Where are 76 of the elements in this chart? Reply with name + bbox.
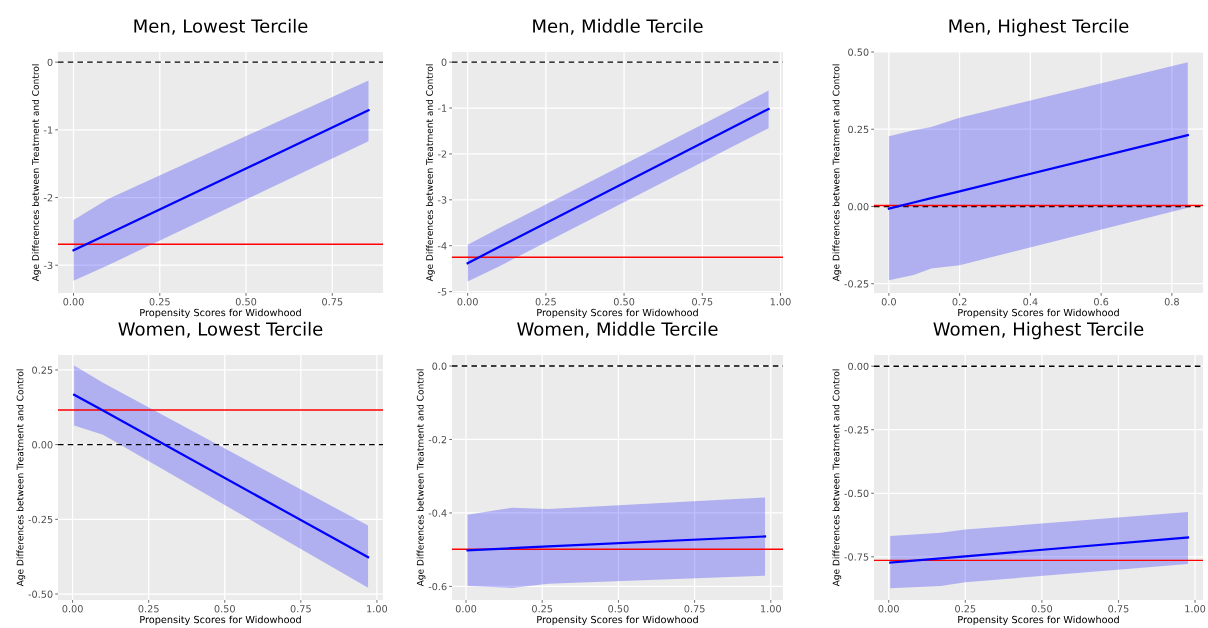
y-axis-title: Age Differences between Treatment and Control <box>31 64 41 282</box>
x-tick-label: 0.25 <box>535 298 556 306</box>
chart-title: Men, Highest Tercile <box>949 18 1129 37</box>
y-tick-label: 0 <box>47 58 53 66</box>
y-tick-label: -0.50 <box>28 590 53 598</box>
y-tick-label: 0.25 <box>848 125 869 134</box>
x-tick-label: 0.4 <box>1023 298 1038 306</box>
x-tick-label: 0.00 <box>878 605 899 613</box>
x-tick-label: 0.25 <box>149 298 170 306</box>
x-tick-label: 0.8 <box>1164 298 1179 306</box>
chart-title: Men, Middle Tercile <box>533 18 703 35</box>
y-tick-label: -2 <box>437 150 447 158</box>
y-tick-label: -2 <box>43 194 53 202</box>
x-tick-label: 0.0 <box>881 298 896 306</box>
x-tick-label: 0.50 <box>608 605 629 613</box>
y-tick-label: 0.00 <box>32 441 53 449</box>
y-tick-label: -0.6 <box>428 582 447 591</box>
x-tick-label: 0.25 <box>138 605 159 613</box>
y-tick-label: 0.00 <box>848 202 869 211</box>
y-axis-title: Age Differences between Treatment and Control <box>16 369 26 587</box>
y-tick-label: 0.25 <box>32 366 53 374</box>
chart-title: Women, Lowest Tercile <box>118 321 323 338</box>
y-tick-label: -0.4 <box>428 509 447 517</box>
x-tick-label: 0.75 <box>290 605 311 613</box>
x-tick-label: 0.50 <box>1031 605 1053 613</box>
line-series <box>889 536 1190 564</box>
y-tick-label: -0.75 <box>844 553 869 561</box>
y-tick-label: -0.25 <box>28 515 53 524</box>
x-tick-label: 0.00 <box>455 605 477 613</box>
x-tick-label: 1.00 <box>770 298 791 306</box>
x-tick-label: 0.00 <box>62 605 83 613</box>
y-tick-label: -1 <box>437 104 447 112</box>
y-axis-title: Age Differences between Treatment and Control <box>832 64 842 282</box>
x-tick-label: 0.75 <box>692 298 713 306</box>
x-tick-label: 0.50 <box>613 298 635 306</box>
x-tick-label: 0.50 <box>214 605 235 613</box>
y-tick-label: 0.50 <box>848 48 869 56</box>
y-tick-label: 0 <box>441 58 447 66</box>
y-tick-label: 0.00 <box>848 362 869 371</box>
x-axis-title: Propensity Scores for Widowhood <box>140 615 301 626</box>
x-tick-label: 0.75 <box>684 605 705 613</box>
x-tick-label: 0.50 <box>235 298 257 306</box>
x-tick-label: 0.25 <box>532 605 553 613</box>
y-tick-label: -5 <box>437 288 447 296</box>
y-tick-label: 0.0 <box>432 362 447 370</box>
y-tick-label: -3 <box>437 196 447 204</box>
y-tick-label: -3 <box>43 261 53 270</box>
x-axis-title: Propensity Scores for Widowhood <box>537 615 698 626</box>
y-axis-title: Age Differences between Treatment and Control <box>425 64 435 282</box>
x-tick-label: 0.25 <box>955 605 976 613</box>
chart-title: Women, Middle Tercile <box>517 321 718 338</box>
y-tick-label: -0.25 <box>844 426 869 434</box>
x-tick-label: 0.75 <box>1108 605 1129 613</box>
line-series <box>466 535 767 552</box>
x-axis-title: Propensity Scores for Widowhood <box>958 615 1119 626</box>
x-tick-label: 1.00 <box>1185 605 1206 613</box>
x-axis-title: Propensity Scores for Widowhood <box>140 308 301 319</box>
y-tick-label: -4 <box>437 242 447 250</box>
y-tick-label: -1 <box>43 126 53 134</box>
x-tick-label: 1.00 <box>761 605 781 613</box>
y-axis-title: Age Differences between Treatment and Control <box>416 369 426 587</box>
y-axis-title: Age Differences between Treatment and Control <box>832 369 842 587</box>
chart-title: Men, Lowest Tercile <box>134 18 308 35</box>
x-tick-label: 0.2 <box>952 298 967 306</box>
x-tick-label: 0.6 <box>1094 298 1109 306</box>
x-tick-label: 0.75 <box>322 298 343 306</box>
x-axis-title: Propensity Scores for Widowhood <box>958 308 1119 319</box>
y-tick-label: -0.2 <box>428 435 447 444</box>
line-series <box>887 134 1189 210</box>
x-tick-label: 0.00 <box>63 298 84 306</box>
y-tick-label: -0.25 <box>844 280 869 288</box>
x-axis-title: Propensity Scores for Widowhood <box>537 308 698 319</box>
x-tick-label: 0.00 <box>457 298 478 306</box>
x-tick-label: 1.00 <box>367 605 388 613</box>
y-tick-label: -0.50 <box>844 489 869 498</box>
chart-title: Women, Highest Tercile <box>933 321 1144 340</box>
